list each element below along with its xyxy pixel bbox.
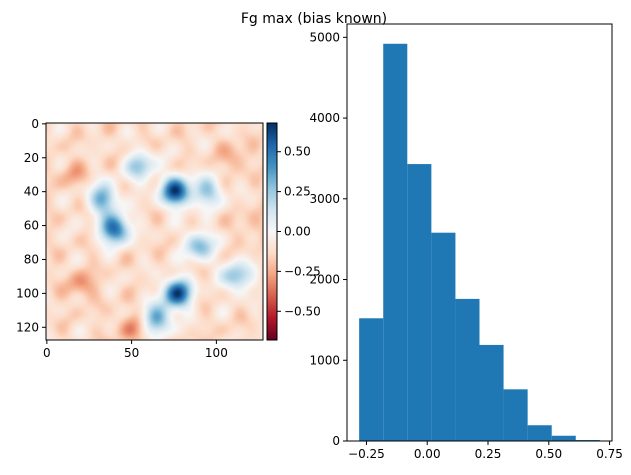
histogram-bar — [431, 232, 456, 441]
histogram-bar — [383, 43, 408, 442]
histogram-y-tick-label: 0 — [332, 434, 340, 448]
histogram-bar — [479, 344, 504, 441]
heatmap-image — [46, 123, 263, 340]
histogram-x-axis: −0.25 0.00 0.25 0.50 0.75 — [348, 441, 623, 461]
colorbar-tick-label: 0.00 — [284, 225, 311, 239]
histogram-y-tick-label: 4000 — [309, 111, 340, 125]
colorbar-tick-label: −0.25 — [284, 264, 321, 278]
histogram-x-tick-label: 0.50 — [535, 447, 562, 461]
colorbar-axis: 0.50 0.25 0.00 −0.25 −0.50 — [277, 145, 321, 318]
colorbar: 0.50 0.25 0.00 −0.25 −0.50 — [266, 122, 321, 341]
histogram-y-axis: 0 1000 2000 3000 4000 5000 — [309, 30, 347, 448]
histogram-x-tick-label: −0.25 — [348, 447, 385, 461]
heatmap-y-axis: 0 20 40 60 80 100 120 — [16, 117, 46, 334]
heatmap-y-tick-label: 40 — [24, 185, 39, 199]
colorbar-tick-label: 0.50 — [284, 145, 311, 159]
histogram-bar — [503, 389, 528, 441]
histogram-bar — [359, 318, 384, 441]
colorbar-tick-label: −0.50 — [284, 304, 321, 318]
heatmap-y-tick-label: 100 — [16, 286, 39, 300]
heatmap-x-axis: 0 50 100 — [43, 340, 228, 360]
histogram-x-tick-label: 0.25 — [475, 447, 502, 461]
histogram-bar — [551, 435, 576, 441]
heatmap-y-tick-label: 120 — [16, 320, 39, 334]
histogram-bar — [407, 164, 432, 441]
histogram-y-tick-label: 2000 — [309, 273, 340, 287]
histogram-x-tick-label: 0.75 — [596, 447, 623, 461]
heatmap-y-tick-label: 60 — [24, 219, 39, 233]
heatmap-x-tick-label: 100 — [205, 346, 228, 360]
heatmap-frame — [45, 122, 264, 341]
histogram-y-tick-label: 1000 — [309, 353, 340, 367]
heatmap-y-tick-label: 0 — [31, 117, 39, 131]
histogram-panel: −0.25 0.00 0.25 0.50 0.75 0 1000 2000 3000 4000 5… — [309, 23, 623, 461]
histogram-frame — [346, 23, 613, 442]
colorbar-gradient — [267, 123, 277, 340]
heatmap-panel: 0 50 100 0 20 40 60 80 100 120 — [16, 117, 264, 360]
heatmap-y-tick-label: 20 — [24, 151, 39, 165]
colorbar-tick-label: 0.25 — [284, 185, 311, 199]
heatmap-x-tick-label: 0 — [43, 346, 51, 360]
histogram-x-tick-label: 0.00 — [414, 447, 441, 461]
heatmap-y-tick-label: 80 — [24, 252, 39, 266]
histogram-y-tick-label: 3000 — [309, 192, 340, 206]
histogram-bar — [455, 298, 480, 441]
histogram-y-tick-label: 5000 — [309, 30, 340, 44]
histogram-bar — [527, 425, 552, 441]
heatmap-x-tick-label: 50 — [124, 346, 139, 360]
figure-title: Fg max (bias known) — [241, 11, 387, 27]
histogram-bars — [359, 43, 600, 442]
